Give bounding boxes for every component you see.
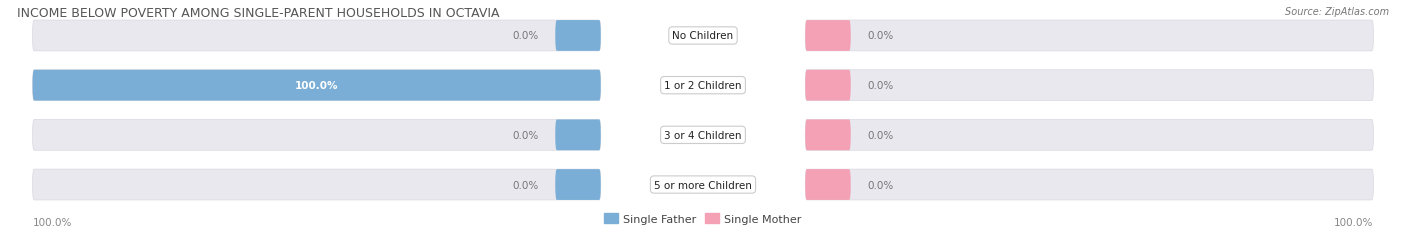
Text: Source: ZipAtlas.com: Source: ZipAtlas.com: [1285, 7, 1389, 17]
FancyBboxPatch shape: [806, 70, 1374, 101]
Text: 1 or 2 Children: 1 or 2 Children: [664, 81, 742, 91]
FancyBboxPatch shape: [806, 169, 851, 200]
FancyBboxPatch shape: [806, 21, 1374, 52]
Text: 100.0%: 100.0%: [32, 217, 72, 227]
Text: 0.0%: 0.0%: [512, 180, 538, 190]
FancyBboxPatch shape: [555, 21, 600, 52]
FancyBboxPatch shape: [555, 120, 600, 151]
Text: 0.0%: 0.0%: [868, 81, 894, 91]
FancyBboxPatch shape: [806, 120, 851, 151]
FancyBboxPatch shape: [806, 70, 851, 101]
FancyBboxPatch shape: [806, 21, 851, 52]
Text: 5 or more Children: 5 or more Children: [654, 180, 752, 190]
FancyBboxPatch shape: [32, 21, 600, 52]
Text: 0.0%: 0.0%: [868, 31, 894, 41]
Legend: Single Father, Single Mother: Single Father, Single Mother: [600, 209, 806, 228]
Text: 0.0%: 0.0%: [868, 130, 894, 140]
FancyBboxPatch shape: [806, 120, 1374, 151]
Text: 100.0%: 100.0%: [1334, 217, 1374, 227]
Text: No Children: No Children: [672, 31, 734, 41]
Text: 100.0%: 100.0%: [295, 81, 339, 91]
Text: 0.0%: 0.0%: [512, 130, 538, 140]
FancyBboxPatch shape: [806, 169, 1374, 200]
FancyBboxPatch shape: [555, 169, 600, 200]
Text: INCOME BELOW POVERTY AMONG SINGLE-PARENT HOUSEHOLDS IN OCTAVIA: INCOME BELOW POVERTY AMONG SINGLE-PARENT…: [17, 7, 499, 20]
FancyBboxPatch shape: [32, 169, 600, 200]
FancyBboxPatch shape: [32, 120, 600, 151]
FancyBboxPatch shape: [32, 70, 600, 101]
FancyBboxPatch shape: [32, 70, 600, 101]
Text: 0.0%: 0.0%: [868, 180, 894, 190]
Text: 0.0%: 0.0%: [512, 31, 538, 41]
Text: 3 or 4 Children: 3 or 4 Children: [664, 130, 742, 140]
